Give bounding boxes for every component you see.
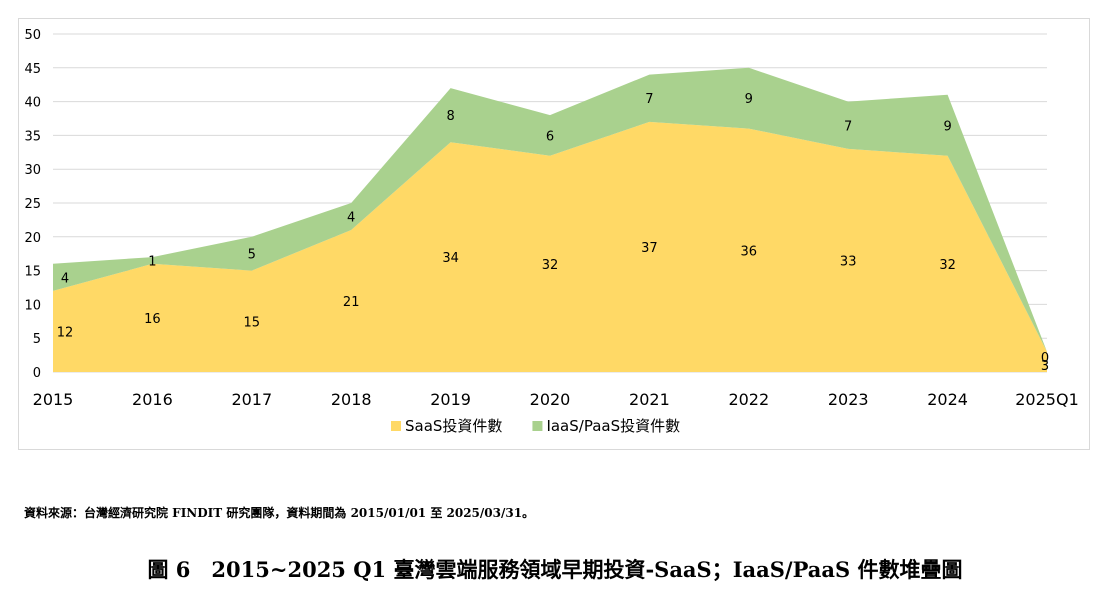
data-label: 4: [347, 211, 355, 226]
x-tick-label: 2021: [629, 390, 670, 409]
data-label: 34: [442, 251, 459, 266]
data-label: 5: [248, 248, 256, 263]
chart-frame: 0 5 10 15 20 25 30 35 40 45 50 2015 2016 2017 2018 201…: [18, 18, 1090, 450]
y-tick-label: 25: [24, 197, 41, 212]
x-tick-label: 2015: [33, 390, 74, 409]
data-label: 8: [446, 109, 454, 124]
x-tick-label: 2018: [331, 390, 372, 409]
x-tick-label: 2022: [728, 390, 769, 409]
figure-caption: 圖 6 2015~2025 Q1 臺灣雲端服務領域早期投資-SaaS；IaaS/…: [147, 557, 963, 582]
x-tick-label: 2017: [231, 390, 272, 409]
data-label: 9: [943, 119, 951, 134]
y-tick-label: 50: [24, 28, 41, 43]
area-series-layer: [53, 67, 1047, 373]
data-label: 7: [645, 92, 653, 107]
y-tick-label: 40: [24, 96, 41, 111]
y-axis-ticks: 0 5 10 15 20 25 30 35 40 45 50: [24, 28, 41, 381]
y-tick-label: 5: [33, 332, 41, 347]
x-tick-label: 2020: [530, 390, 571, 409]
legend-label-0: SaaS投資件數: [405, 417, 502, 435]
y-tick-label: 30: [24, 163, 41, 178]
x-tick-label: 2024: [927, 390, 968, 409]
x-tick-label: 2023: [828, 390, 869, 409]
data-label: 4: [61, 271, 69, 286]
y-tick-label: 45: [24, 62, 41, 77]
legend: SaaS投資件數 IaaS/PaaS投資件數: [391, 417, 680, 435]
data-label: 16: [144, 312, 161, 327]
y-tick-label: 15: [24, 265, 41, 280]
data-label: 1: [148, 254, 156, 269]
y-tick-label: 0: [33, 366, 41, 381]
data-label: 3: [1041, 359, 1049, 374]
data-label: 12: [57, 325, 74, 340]
x-tick-label: 2019: [430, 390, 471, 409]
x-tick-label: 2025Q1: [1015, 390, 1079, 409]
x-axis-ticks: 2015 2016 2017 2018 2019 2020 2021 2022 2023 2024…: [33, 390, 1079, 409]
y-tick-label: 35: [24, 129, 41, 144]
x-tick-label: 2016: [132, 390, 173, 409]
data-label: 9: [745, 92, 753, 107]
series-area-1: [53, 67, 1047, 352]
data-label: 21: [343, 295, 360, 310]
data-label: 37: [641, 241, 658, 256]
legend-swatch-1: [532, 421, 543, 431]
data-label: 32: [939, 258, 956, 273]
legend-swatch-0: [391, 421, 401, 431]
data-label: 7: [844, 119, 852, 134]
data-label: 32: [542, 258, 559, 273]
data-label: 33: [840, 254, 857, 269]
data-label: 0: [1041, 351, 1049, 366]
data-label: 15: [244, 315, 261, 330]
data-label: 36: [741, 244, 758, 259]
data-label: 6: [546, 129, 554, 144]
y-tick-label: 10: [24, 298, 41, 313]
y-tick-label: 20: [24, 231, 41, 246]
source-note: 資料來源：台灣經濟研究院 FINDIT 研究團隊，資料期間為 2015/01/0…: [24, 506, 535, 520]
legend-label-1: IaaS/PaaS投資件數: [546, 417, 680, 435]
series-area-0: [53, 121, 1047, 373]
